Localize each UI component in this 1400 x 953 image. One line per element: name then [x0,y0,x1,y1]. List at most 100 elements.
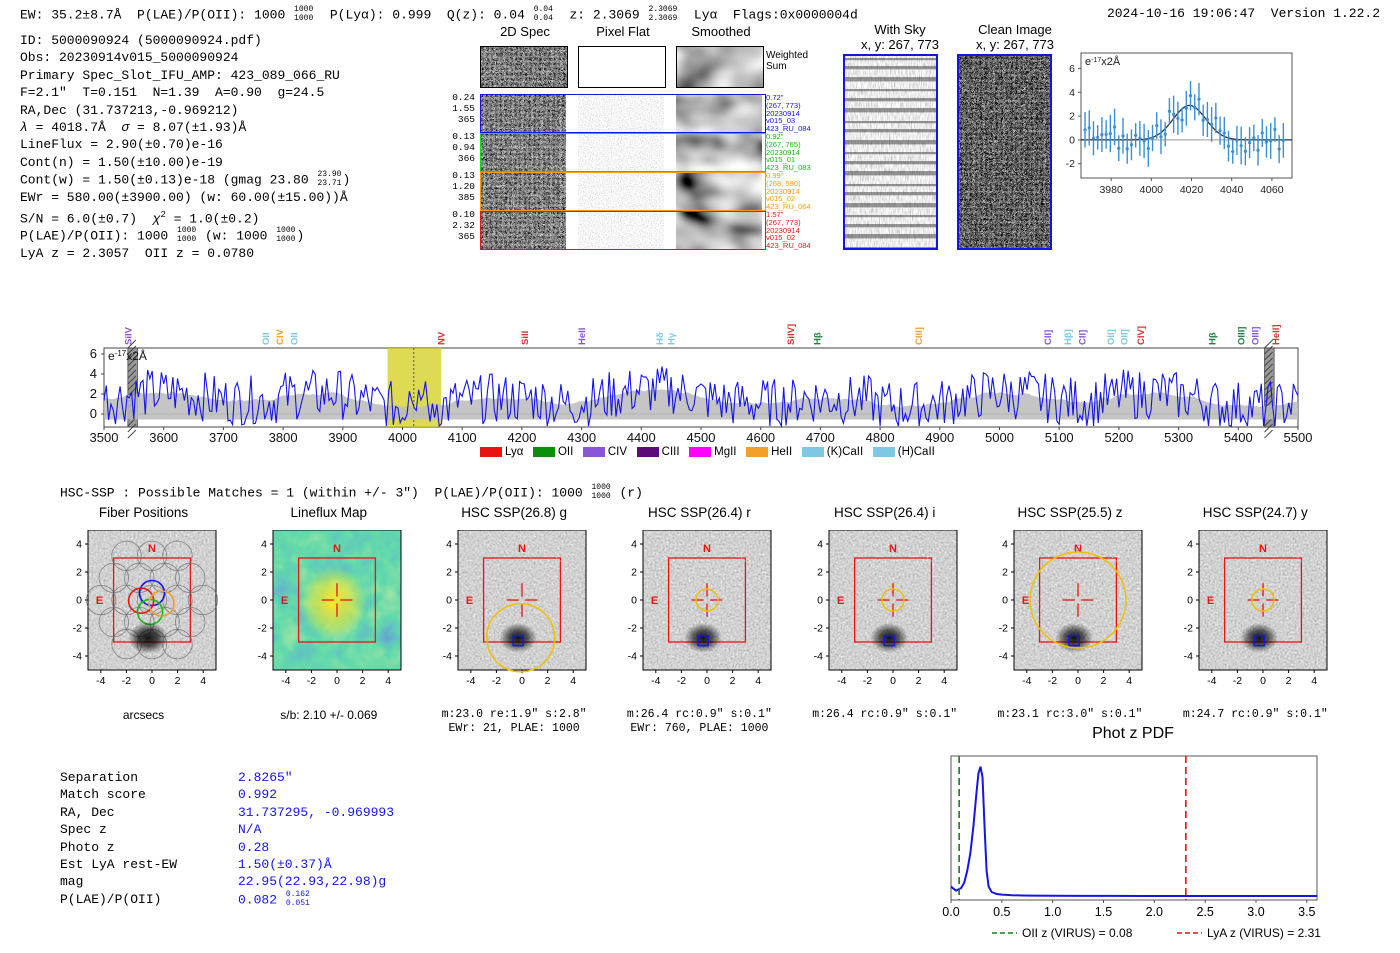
svg-text:OII: OII [289,332,300,345]
svg-text:CIII]: CIII] [914,327,925,345]
svg-text:-4: -4 [628,651,637,663]
svg-text:4: 4 [90,366,97,381]
svg-text:5300: 5300 [1164,430,1193,445]
svg-text:-2: -2 [677,675,686,687]
svg-text:OII: OII [261,332,272,345]
svg-text:E: E [651,595,658,607]
svg-text:2: 2 [1187,567,1193,579]
svg-text:-2: -2 [1048,675,1057,687]
svg-text:-2: -2 [813,623,822,635]
svg-text:Hγ: Hγ [667,332,678,345]
svg-text:N: N [1074,543,1082,555]
svg-text:N: N [703,543,711,555]
svg-text:1.5: 1.5 [1095,905,1112,919]
svg-text:OII]: OII] [1106,329,1117,345]
svg-text:Hβ: Hβ [812,332,823,345]
svg-text:N: N [1259,543,1267,555]
svg-text:Hβ: Hβ [1208,332,1219,345]
svg-text:-4: -4 [96,675,105,687]
svg-text:-2: -2 [628,623,637,635]
svg-text:0: 0 [632,595,638,607]
svg-text:2: 2 [915,675,921,687]
svg-text:4: 4 [1187,539,1193,551]
svg-text:0: 0 [817,595,823,607]
svg-text:0: 0 [704,675,710,687]
svg-text:-4: -4 [1184,651,1193,663]
svg-text:0: 0 [261,595,267,607]
svg-text:Hβ]: Hβ] [1063,329,1074,345]
svg-text:LyA z (VIRUS) = 2.31: LyA z (VIRUS) = 2.31 [1207,926,1321,940]
svg-text:e-17x2Å: e-17x2Å [108,348,147,363]
svg-text:4020: 4020 [1180,184,1204,196]
svg-text:0: 0 [76,595,82,607]
svg-text:E: E [837,595,844,607]
svg-text:CIV: CIV [275,329,286,346]
svg-text:0.0: 0.0 [942,905,959,919]
svg-text:4: 4 [1312,675,1318,687]
svg-text:0: 0 [90,406,97,421]
svg-text:2: 2 [1101,675,1107,687]
svg-text:-4: -4 [1022,675,1031,687]
svg-text:E: E [281,595,288,607]
svg-text:N: N [889,543,897,555]
svg-text:4: 4 [570,675,576,687]
svg-text:4000: 4000 [388,430,417,445]
svg-text:4040: 4040 [1220,184,1244,196]
svg-text:-4: -4 [257,651,266,663]
svg-text:HeΙΙ: HeΙΙ [577,328,588,345]
svg-text:CII]: CII] [1043,330,1054,345]
svg-text:0: 0 [446,595,452,607]
svg-text:4060: 4060 [1260,184,1284,196]
svg-text:0: 0 [1069,134,1075,146]
svg-text:2: 2 [545,675,551,687]
svg-text:0: 0 [890,675,896,687]
svg-text:E: E [1207,595,1214,607]
svg-text:3980: 3980 [1099,184,1123,196]
svg-text:NV: NV [436,331,447,345]
svg-text:2: 2 [359,675,365,687]
svg-text:OIII]: OIII] [1251,327,1262,345]
svg-text:E: E [95,595,102,607]
svg-text:2.5: 2.5 [1196,905,1213,919]
svg-text:3500: 3500 [90,430,119,445]
svg-text:2: 2 [632,567,638,579]
svg-text:-4: -4 [813,651,822,663]
svg-text:2: 2 [1286,675,1292,687]
svg-text:0: 0 [1260,675,1266,687]
svg-text:CII]: CII] [1077,330,1088,345]
svg-text:2.0: 2.0 [1146,905,1163,919]
svg-text:5200: 5200 [1104,430,1133,445]
svg-text:-2: -2 [121,675,130,687]
svg-text:1.0: 1.0 [1044,905,1061,919]
svg-text:OII z (VIRUS) = 0.08: OII z (VIRUS) = 0.08 [1022,926,1133,940]
svg-text:4600: 4600 [746,430,775,445]
svg-text:0: 0 [1075,675,1081,687]
svg-text:e-17x2Å: e-17x2Å [1085,55,1121,68]
svg-text:-2: -2 [1066,158,1075,170]
svg-text:2: 2 [730,675,736,687]
svg-text:3800: 3800 [269,430,298,445]
svg-text:-4: -4 [999,651,1008,663]
svg-text:-4: -4 [652,675,661,687]
svg-text:3.5: 3.5 [1298,905,1315,919]
svg-text:4: 4 [385,675,391,687]
svg-text:SiIV: SiIV [123,326,134,345]
svg-text:2: 2 [817,567,823,579]
svg-text:4400: 4400 [627,430,656,445]
svg-text:4900: 4900 [925,430,954,445]
svg-text:3.0: 3.0 [1247,905,1264,919]
svg-text:3600: 3600 [149,430,178,445]
svg-text:4: 4 [632,539,638,551]
svg-text:N: N [148,543,156,555]
svg-text:4300: 4300 [567,430,596,445]
svg-text:-2: -2 [1184,623,1193,635]
svg-text:4: 4 [817,539,823,551]
svg-text:6: 6 [1069,63,1075,75]
svg-text:2: 2 [446,567,452,579]
svg-text:-2: -2 [72,623,81,635]
svg-text:CIV]: CIV] [1136,326,1147,345]
svg-text:SiIV]: SiIV] [786,324,797,345]
svg-text:-2: -2 [257,623,266,635]
svg-text:-4: -4 [72,651,81,663]
svg-text:SiII: SiII [520,331,531,345]
